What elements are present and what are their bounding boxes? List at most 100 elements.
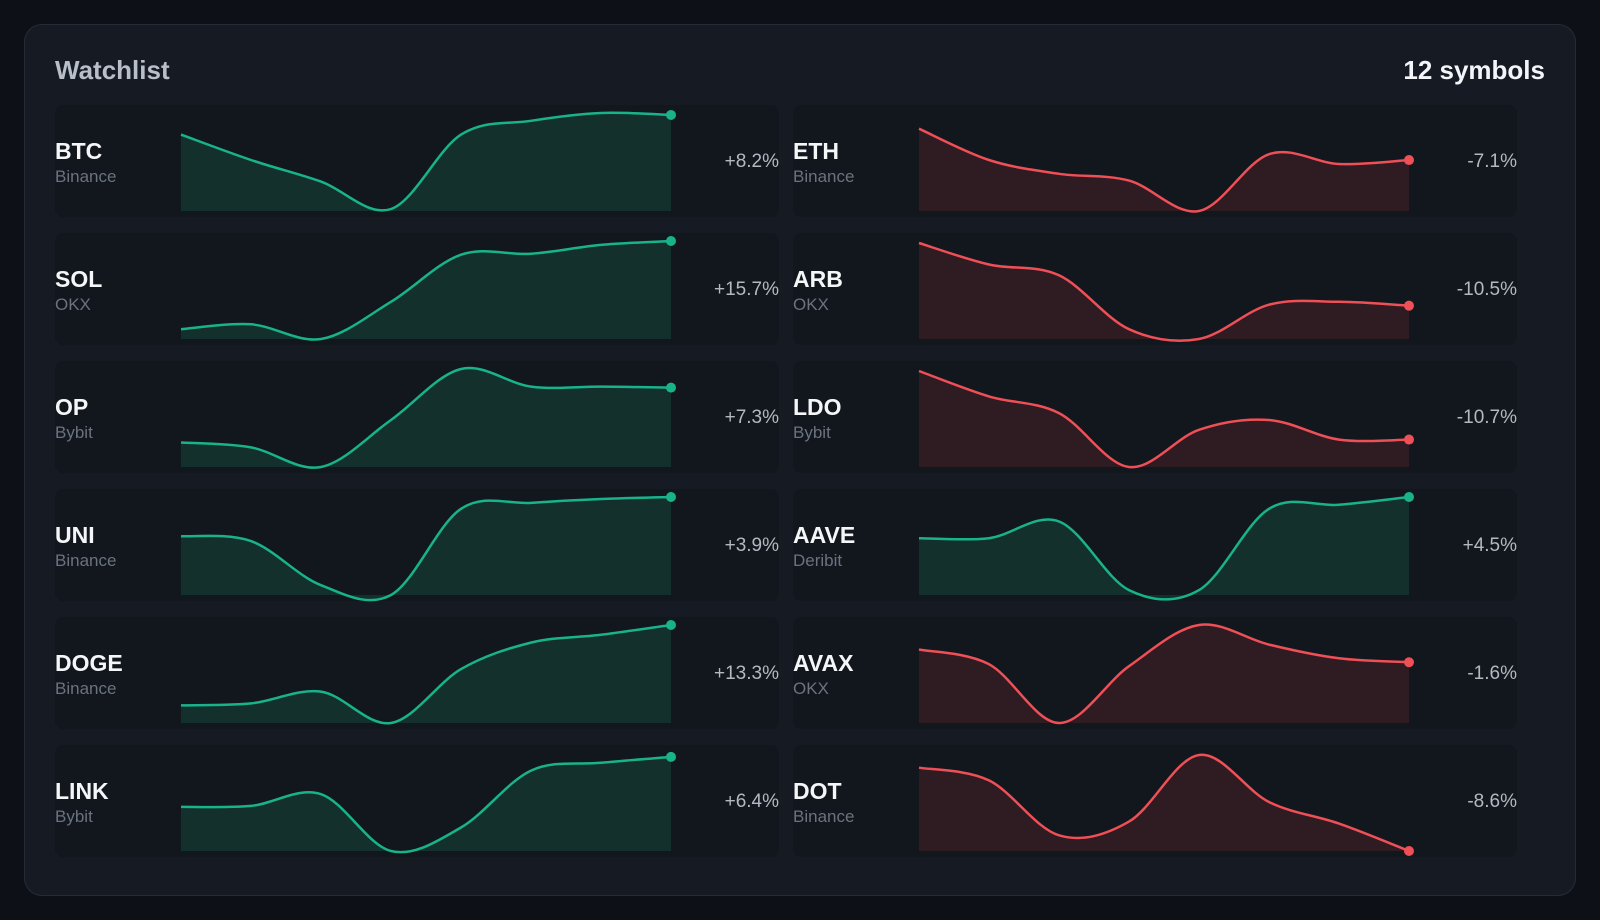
sparkline-line (180, 755, 672, 854)
watchlist-header: Watchlist 12 symbols (55, 53, 1545, 87)
sparkline-area (919, 128, 1409, 212)
symbol-label: UNI (55, 522, 95, 548)
sparkline-chart (180, 751, 676, 854)
change-percent: +15.7% (714, 279, 779, 300)
sparkline-last-point (1404, 434, 1414, 445)
watchlist-row-btc[interactable]: BTC Binance +8.2% (55, 105, 779, 217)
sparkline-area (919, 754, 1409, 851)
sparkline-area (919, 624, 1409, 724)
watchlist-grid: BTC Binance +8.2% ETH Binance -7.1% SOL OKX +15.… (55, 105, 1517, 857)
sparkline-chart (918, 492, 1414, 601)
watchlist-row-dot[interactable]: DOT Binance -8.6% (793, 745, 1517, 857)
exchange-label: Binance (55, 551, 117, 570)
sparkline-line (918, 127, 1410, 213)
watchlist-row-sol[interactable]: SOL OKX +15.7% (55, 233, 779, 345)
exchange-label: OKX (793, 679, 829, 698)
symbol-label: BTC (55, 138, 103, 164)
sparkline-line (918, 495, 1410, 601)
sparkline-chart (918, 127, 1414, 213)
symbol-label: AAVE (793, 522, 856, 548)
watchlist-row-eth[interactable]: ETH Binance -7.1% (793, 105, 1517, 217)
change-percent: -10.5% (1456, 279, 1517, 300)
exchange-label: Bybit (55, 423, 93, 442)
sparkline-last-point (666, 492, 676, 502)
sparkline-chart (180, 620, 676, 725)
change-percent: +6.4% (724, 791, 779, 812)
sparkline-last-point (1404, 846, 1414, 856)
sparkline-chart (918, 369, 1414, 469)
sparkline-area (181, 756, 671, 853)
sparkline-last-point (1404, 657, 1414, 668)
symbol-label: OP (55, 394, 89, 420)
watchlist-row-uni[interactable]: UNI Binance +3.9% (55, 489, 779, 602)
sparkline-chart (180, 109, 676, 212)
symbol-count: 12 symbols (1403, 54, 1545, 85)
sparkline-area (181, 497, 671, 601)
symbol-label: LDO (793, 394, 842, 420)
sparkline-last-point (1404, 155, 1414, 166)
sparkline-chart (180, 236, 676, 341)
watchlist-row-avax[interactable]: AVAX OKX -1.6% (793, 617, 1517, 729)
symbol-label: SOL (55, 266, 103, 292)
change-percent: -1.6% (1467, 663, 1517, 684)
symbol-label: DOT (793, 778, 842, 804)
change-percent: +7.3% (724, 407, 779, 428)
sparkline-last-point (1404, 492, 1414, 502)
sparkline-line (918, 241, 1410, 342)
change-percent: -8.6% (1467, 791, 1517, 812)
sparkline-area (181, 112, 671, 211)
watchlist-title: Watchlist (55, 54, 170, 85)
exchange-label: Binance (793, 167, 855, 186)
sparkline-chart (918, 623, 1414, 725)
exchange-label: Deribit (793, 551, 843, 570)
symbol-label: DOGE (55, 650, 123, 676)
sparkline-line (918, 623, 1410, 725)
sparkline-area (181, 625, 671, 724)
sparkline-area (919, 243, 1409, 341)
change-percent: +8.2% (724, 151, 779, 172)
change-percent: +13.3% (714, 663, 779, 684)
change-percent: -7.1% (1467, 151, 1517, 172)
exchange-label: OKX (55, 295, 91, 314)
sparkline-last-point (666, 751, 676, 762)
sparkline-chart (180, 492, 676, 602)
sparkline-area (919, 371, 1409, 468)
watchlist-row-link[interactable]: LINK Bybit +6.4% (55, 745, 779, 857)
sparkline-chart (918, 753, 1414, 856)
watchlist-row-ldo[interactable]: LDO Bybit -10.7% (793, 361, 1517, 473)
symbol-label: LINK (55, 778, 109, 804)
symbol-label: ETH (793, 138, 839, 164)
exchange-label: OKX (793, 295, 829, 314)
sparkline-line (180, 495, 672, 602)
exchange-label: Binance (55, 167, 117, 186)
sparkline-line (918, 369, 1410, 469)
exchange-label: Bybit (793, 423, 831, 442)
sparkline-area (181, 241, 671, 340)
change-percent: +3.9% (724, 535, 779, 556)
exchange-label: Binance (793, 807, 855, 826)
sparkline-last-point (666, 109, 676, 120)
exchange-label: Bybit (55, 807, 93, 826)
sparkline-area (181, 368, 671, 468)
sparkline-area (919, 497, 1409, 600)
sparkline-chart (918, 241, 1414, 342)
sparkline-last-point (666, 620, 676, 630)
sparkline-line (180, 111, 672, 212)
exchange-label: Binance (55, 679, 117, 698)
watchlist-row-arb[interactable]: ARB OKX -10.5% (793, 233, 1517, 345)
symbol-label: ARB (793, 266, 843, 292)
sparkline-chart (180, 366, 676, 469)
sparkline-line (918, 753, 1410, 853)
change-percent: -10.7% (1456, 407, 1517, 428)
sparkline-last-point (1404, 300, 1414, 311)
watchlist-row-op[interactable]: OP Bybit +7.3% (55, 361, 779, 473)
change-percent: +4.5% (1462, 535, 1517, 556)
sparkline-line (180, 623, 672, 725)
watchlist-panel: Watchlist 12 symbols BTC Binance +8.2% ETH B… (24, 24, 1576, 896)
sparkline-line (180, 366, 672, 469)
sparkline-last-point (666, 236, 676, 246)
sparkline-line (180, 239, 672, 341)
watchlist-row-doge[interactable]: DOGE Binance +13.3% (55, 617, 779, 729)
sparkline-last-point (666, 382, 676, 393)
watchlist-row-aave[interactable]: AAVE Deribit +4.5% (793, 489, 1517, 601)
